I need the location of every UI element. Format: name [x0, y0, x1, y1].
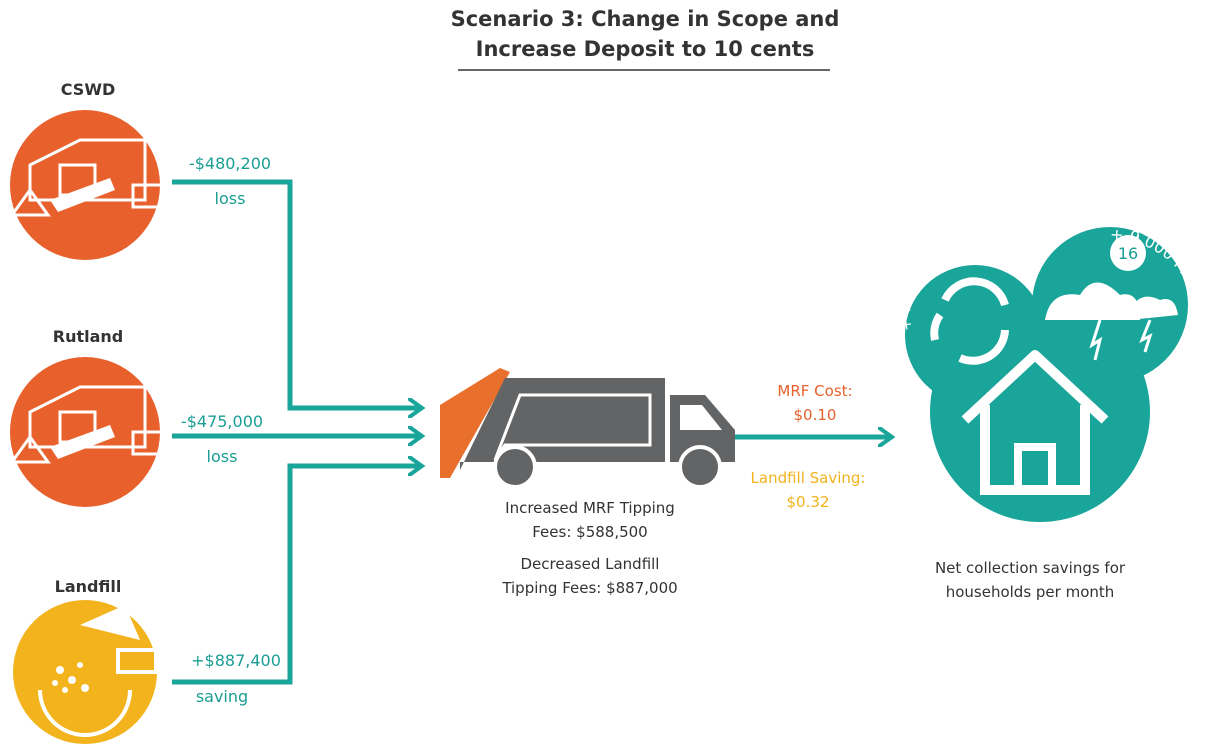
connectors — [172, 179, 890, 685]
result-icon — [905, 227, 1188, 522]
mrf-cost: MRF Cost: — [777, 382, 852, 400]
title-line: Increase Deposit to 10 cents — [476, 37, 815, 61]
badge: 16 — [1118, 244, 1138, 263]
source-note: loss — [215, 189, 246, 208]
result-caption: Net collection savings for — [935, 559, 1126, 577]
source-label: Landfill — [55, 577, 122, 596]
result-caption: households per month — [946, 583, 1115, 601]
truck-caption: Increased MRF Tipping — [505, 499, 675, 517]
source-amount: -$480,200 — [189, 154, 271, 173]
source-label: Rutland — [53, 327, 123, 346]
rutland-icon — [9, 357, 165, 507]
source-note: saving — [196, 687, 248, 706]
cswd-icon — [9, 110, 165, 260]
truck-caption: Decreased Landfill — [521, 555, 660, 573]
landfill-saving: Landfill Saving: — [751, 469, 866, 487]
landfill-saving: $0.32 — [787, 493, 830, 511]
truck-icon — [440, 368, 735, 489]
source-amount: +$887,400 — [191, 651, 281, 670]
source-amount: -$475,000 — [181, 412, 263, 431]
title-line: Scenario 3: Change in Scope and — [451, 7, 840, 31]
source-note: loss — [207, 447, 238, 466]
source-label: CSWD — [61, 80, 116, 99]
truck-caption: Fees: $588,500 — [532, 523, 647, 541]
mrf-cost: $0.10 — [794, 406, 837, 424]
landfill-icon — [13, 600, 158, 744]
truck-caption: Tipping Fees: $887,000 — [501, 579, 677, 597]
